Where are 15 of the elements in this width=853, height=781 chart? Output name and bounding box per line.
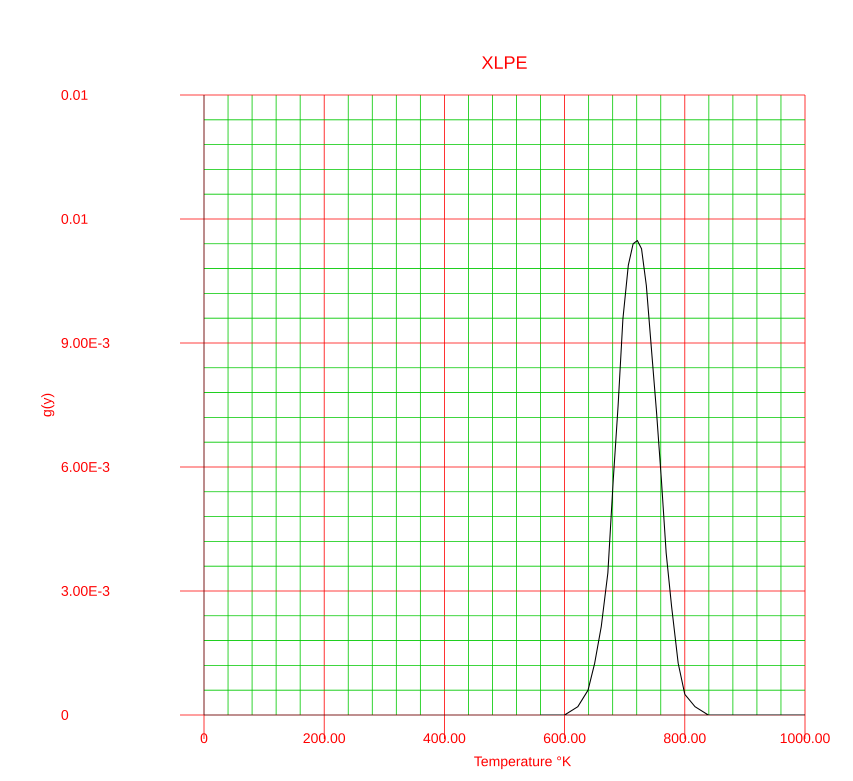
y-tick-label: 9.00E-3	[62, 338, 110, 348]
y-tick-label: 6.00E-3	[62, 462, 110, 472]
x-tick-label: 1000.00	[780, 733, 830, 744]
x-axis-title: Temperature °K	[474, 756, 572, 770]
x-tick-label: 400.00	[423, 733, 466, 744]
y-tick-label: 0.01	[61, 90, 88, 100]
x-tick-label: 800.00	[664, 733, 706, 744]
y-tick-label: 3.00E-3	[61, 586, 110, 596]
chart-title: XLPE	[482, 56, 527, 69]
y-tick-label: 0	[61, 710, 68, 720]
y-axis-title: g(y)	[41, 394, 54, 416]
x-tick-label: 0	[200, 733, 208, 744]
x-tick-label: 200.00	[304, 733, 346, 744]
y-tick-label: 0.01	[61, 214, 88, 224]
x-tick-label: 600.00	[544, 733, 586, 744]
